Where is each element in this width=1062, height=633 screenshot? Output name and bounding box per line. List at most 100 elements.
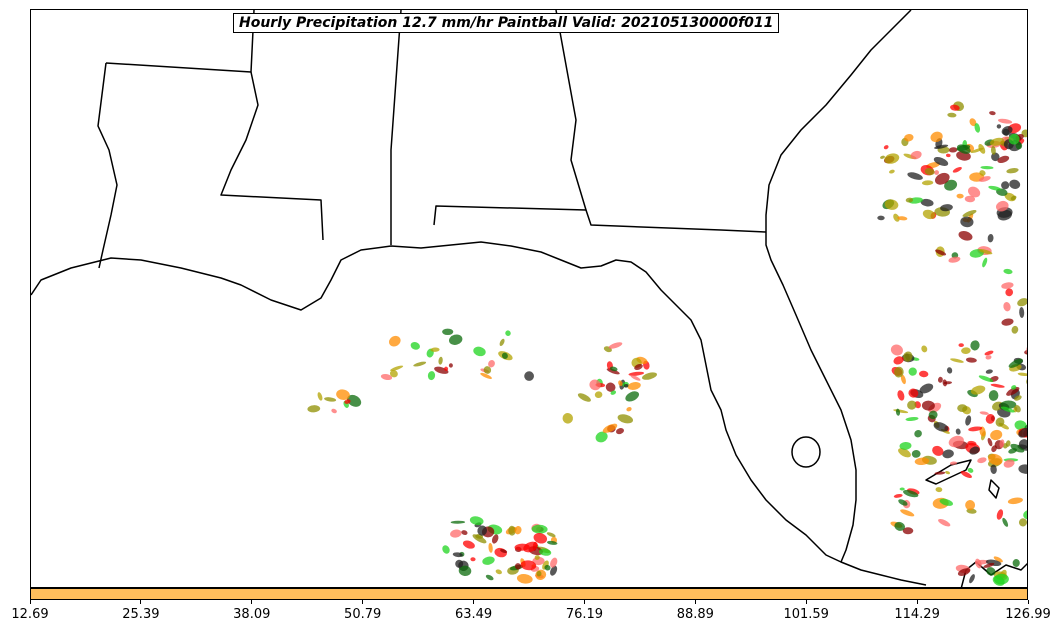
paintball-blob [996, 200, 1009, 212]
paintball-blob [905, 416, 919, 422]
paintball-blob [499, 338, 505, 347]
paintball-blob [958, 343, 964, 347]
colorbar-tick-label: 126.99 [1005, 607, 1051, 622]
arkansas-border [105, 10, 255, 73]
colorbar-tick-label: 50.79 [344, 607, 382, 622]
paintball-blob [317, 392, 323, 401]
paintball-blob [968, 186, 981, 198]
paintball-blob [516, 574, 533, 584]
paintball-blob [991, 445, 997, 453]
paintball-blob [442, 328, 454, 335]
paintball-blob [1014, 405, 1021, 413]
paintball-blob [1027, 103, 1028, 110]
paintball-blob [897, 216, 908, 221]
paintball-blob [1001, 126, 1013, 136]
paintball-blob [921, 345, 928, 353]
map-canvas [31, 10, 1028, 587]
paintball-blob [989, 111, 996, 116]
paintball-blob [1018, 464, 1027, 474]
paintball-blob [473, 346, 486, 357]
paintball-blob [514, 526, 522, 535]
paintball-blob [1003, 302, 1011, 312]
paintball-blob [907, 400, 917, 410]
paintball-blob [955, 428, 961, 435]
paintball-blob [894, 521, 906, 531]
paintball-blob [893, 213, 900, 222]
colorbar-tick-label: 101.59 [783, 607, 829, 622]
paintball-blob [1003, 268, 1013, 275]
paintball-blob [910, 150, 922, 160]
paintball-blob [947, 112, 957, 118]
paintball-blob [608, 342, 623, 349]
paintball-blob [485, 574, 494, 581]
paintball-blob [995, 417, 1005, 427]
paintball-blob [634, 363, 643, 371]
paintball-blob [982, 257, 988, 268]
paintball-blob [934, 170, 939, 175]
paintball-blob [933, 422, 949, 432]
paintball-blob [458, 565, 472, 577]
paintball-blob [347, 394, 362, 407]
colorbar-tick-mark [362, 600, 364, 604]
paintball-blob [921, 180, 934, 186]
paintball-blob [987, 234, 994, 243]
paintball-blob [898, 448, 911, 458]
paintball-blob [900, 374, 906, 385]
paintball-blob [948, 147, 958, 153]
paintball-blob [610, 390, 617, 395]
paintball-blob [934, 144, 949, 149]
paintball-blob [344, 399, 351, 404]
paintball-blob [970, 147, 984, 153]
paintball-blob [969, 118, 977, 127]
paintball-blob [625, 391, 640, 402]
paintball-blob [996, 509, 1004, 520]
paintball-blob [895, 408, 901, 416]
paintball-blob [997, 118, 1013, 124]
paintball-blob [615, 428, 625, 435]
paintball-blob [942, 379, 948, 387]
paintball-blob [1005, 288, 1014, 297]
paintball-blob [997, 155, 1010, 164]
paintball-blob [983, 562, 995, 568]
paintball-blob [948, 256, 961, 263]
paintball-blob [935, 487, 943, 493]
paintball-blob [1008, 133, 1020, 145]
paintball-blob [877, 215, 885, 221]
colorbar-tick-mark [805, 600, 807, 604]
paintball-blob [438, 356, 443, 365]
paintball-blob [942, 449, 954, 459]
paintball-blob [544, 564, 551, 571]
paintball-blob [534, 555, 540, 560]
mississippi-border [220, 71, 324, 241]
paintball-blob [979, 170, 986, 176]
paintball-blob [495, 569, 502, 575]
paintball-blob [899, 441, 912, 450]
paintball-blob [889, 169, 895, 174]
paintball-blob [974, 123, 981, 133]
paintball-blob [617, 414, 634, 424]
state-borders [31, 10, 1027, 587]
florida-keys [840, 561, 927, 586]
paintball-blob [594, 391, 603, 399]
paintball-blob [1007, 497, 1023, 505]
paintball-blob [978, 375, 994, 382]
paintball-blob [969, 574, 975, 584]
paintball-blob [538, 548, 552, 556]
paintball-blob [1019, 307, 1025, 318]
paintball-blob [933, 157, 949, 166]
paintball-blob [483, 366, 492, 374]
paintball-blob [979, 411, 989, 415]
paintball-blob [505, 330, 511, 336]
paintball-blob [920, 198, 934, 207]
paintball-blob [606, 368, 620, 375]
paintball-blob [956, 193, 964, 199]
paintball-blob [1017, 372, 1027, 377]
paintball-blob [962, 209, 977, 218]
paintball-blob [908, 367, 917, 376]
paintball-blob [472, 534, 487, 544]
paintball-blob [935, 249, 947, 256]
paintball-blob [1000, 406, 1015, 413]
paintball-blob [975, 559, 989, 565]
paintball-blob [950, 358, 964, 363]
paintball-blob [967, 467, 974, 473]
